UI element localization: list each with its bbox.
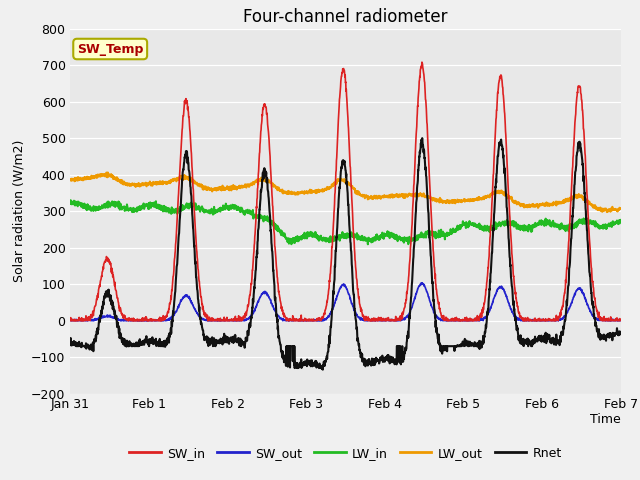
- LW_in: [480, 228, 488, 234]
- Y-axis label: Solar radiation (W/m2): Solar radiation (W/m2): [13, 140, 26, 282]
- Rnet: [617, 329, 625, 335]
- SW_in: [376, 317, 383, 323]
- LW_out: [603, 209, 611, 215]
- LW_out: [480, 194, 488, 200]
- LW_in: [318, 237, 326, 242]
- SW_in: [550, 318, 558, 324]
- LW_in: [550, 221, 558, 227]
- LW_in: [364, 241, 372, 247]
- Rnet: [566, 252, 574, 258]
- LW_in: [67, 201, 74, 206]
- LW_out: [376, 193, 384, 199]
- Rnet: [419, 135, 426, 141]
- LW_in: [376, 233, 384, 239]
- SW_in: [480, 305, 488, 311]
- SW_out: [67, 318, 74, 324]
- LW_in: [67, 197, 74, 203]
- SW_out: [376, 318, 384, 324]
- Rnet: [617, 330, 625, 336]
- LW_in: [617, 218, 625, 224]
- LW_out: [318, 187, 326, 192]
- SW_in: [616, 317, 624, 323]
- Text: SW_Temp: SW_Temp: [77, 43, 143, 56]
- SW_out: [617, 318, 625, 324]
- SW_out: [67, 318, 74, 324]
- LW_out: [550, 201, 558, 206]
- Rnet: [550, 337, 558, 343]
- LW_out: [104, 169, 111, 175]
- SW_out: [318, 318, 326, 324]
- SW_out: [480, 316, 488, 322]
- SW_out: [566, 304, 574, 310]
- LW_in: [617, 217, 625, 223]
- LW_in: [566, 224, 574, 229]
- LW_out: [566, 197, 574, 203]
- Legend: SW_in, SW_out, LW_in, LW_out, Rnet: SW_in, SW_out, LW_in, LW_out, Rnet: [124, 442, 567, 465]
- Rnet: [480, 334, 488, 339]
- Line: SW_out: SW_out: [70, 283, 621, 321]
- SW_out: [617, 318, 625, 324]
- SW_in: [67, 318, 74, 324]
- Rnet: [319, 367, 326, 372]
- Line: SW_in: SW_in: [70, 62, 621, 321]
- Title: Four-channel radiometer: Four-channel radiometer: [243, 8, 448, 26]
- Rnet: [376, 358, 384, 364]
- SW_in: [566, 216, 574, 222]
- X-axis label: Time: Time: [590, 413, 621, 426]
- LW_out: [617, 205, 625, 211]
- SW_in: [418, 59, 426, 65]
- LW_out: [617, 205, 625, 211]
- Line: Rnet: Rnet: [70, 138, 621, 370]
- SW_in: [317, 316, 325, 322]
- LW_out: [67, 177, 74, 182]
- SW_out: [418, 280, 426, 286]
- SW_in: [617, 317, 625, 323]
- Rnet: [67, 342, 74, 348]
- SW_out: [550, 318, 558, 324]
- Rnet: [317, 364, 325, 370]
- Line: LW_in: LW_in: [70, 200, 621, 244]
- Line: LW_out: LW_out: [70, 172, 621, 212]
